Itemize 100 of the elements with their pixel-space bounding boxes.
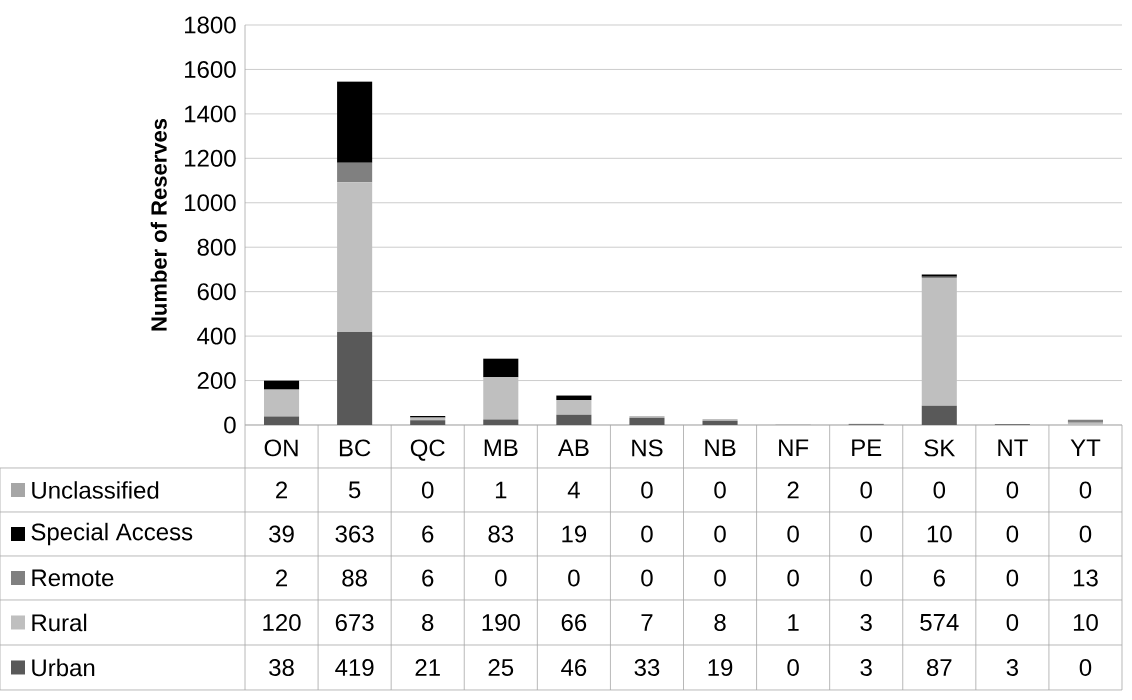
data-label: 0 <box>1006 569 1019 587</box>
data-label: 87 <box>926 659 952 676</box>
data-label: 10 <box>1073 614 1098 631</box>
bar <box>264 416 300 425</box>
bar <box>264 380 300 390</box>
bar <box>337 82 373 163</box>
bar <box>556 400 592 415</box>
data-label: 21 <box>415 659 440 676</box>
data-label: 19 <box>562 525 587 543</box>
data-label: 0 <box>1079 659 1092 676</box>
data-label: 3 <box>1006 659 1018 676</box>
data-label: 0 <box>1079 481 1092 499</box>
y-tick-label: 200 <box>197 372 236 390</box>
legend-label: Special Access <box>31 522 193 546</box>
data-label: 0 <box>860 481 872 499</box>
data-label: 13 <box>1073 569 1098 587</box>
data-label: 2 <box>787 481 799 499</box>
data-label: 363 <box>335 525 374 543</box>
x-tick-label: BC <box>339 439 371 457</box>
x-tick-label: AB <box>557 439 589 456</box>
bar <box>629 417 665 425</box>
data-label: 0 <box>1079 525 1092 543</box>
y-tick-label: 0 <box>224 416 236 434</box>
bar <box>556 414 592 425</box>
data-label: 0 <box>787 569 799 587</box>
data-label: 33 <box>634 659 660 676</box>
data-label: 3 <box>860 614 872 631</box>
data-label: 38 <box>269 659 294 676</box>
y-tick-label: 1800 <box>185 16 236 34</box>
bar <box>264 389 300 417</box>
data-label: 190 <box>482 614 520 631</box>
data-label: 2 <box>276 481 288 499</box>
data-label: 25 <box>488 659 514 676</box>
data-label: 10 <box>927 525 952 543</box>
x-tick-label: NT <box>998 439 1028 456</box>
y-tick-label: 1000 <box>185 194 236 212</box>
y-tick-label: 600 <box>197 283 236 301</box>
data-label: 2 <box>276 569 288 587</box>
data-label: 1 <box>788 614 799 631</box>
data-label: 39 <box>269 525 294 543</box>
data-label: 6 <box>422 525 434 543</box>
x-tick-label: YT <box>1070 439 1101 456</box>
data-label: 0 <box>495 569 507 587</box>
data-label: 0 <box>787 659 799 676</box>
data-label: 0 <box>933 481 946 499</box>
x-tick-label: NB <box>705 439 736 456</box>
x-tick-label: MB <box>484 439 518 456</box>
data-label: 0 <box>787 525 799 543</box>
bar <box>337 182 373 332</box>
data-label: 5 <box>348 481 361 499</box>
y-tick-label: 1200 <box>185 149 236 167</box>
data-label: 0 <box>860 569 872 587</box>
data-label: 0 <box>1006 614 1019 631</box>
data-label: 0 <box>1006 481 1019 499</box>
data-label: 419 <box>335 659 374 676</box>
bar <box>483 419 519 425</box>
bar <box>337 162 373 183</box>
y-tick-label: 400 <box>197 327 236 345</box>
data-label: 88 <box>342 569 367 587</box>
data-label: 3 <box>860 659 872 676</box>
bar <box>483 377 519 420</box>
data-label: 0 <box>714 525 726 543</box>
legend-label: Unclassified <box>32 481 159 499</box>
y-tick-label: 1600 <box>185 60 236 78</box>
data-label: 0 <box>714 481 726 499</box>
y-tick-label: 1400 <box>185 105 236 123</box>
bar <box>702 420 738 425</box>
data-label: 66 <box>561 614 587 631</box>
legend-label: Rural <box>32 613 87 632</box>
x-tick-label: QC <box>410 439 445 461</box>
x-tick-label: SK <box>924 439 956 457</box>
x-tick-label: PE <box>852 439 882 456</box>
legend-label: Remote <box>32 569 114 587</box>
data-label: 0 <box>860 525 872 543</box>
data-label: 120 <box>263 614 301 631</box>
bar <box>483 358 519 378</box>
data-label: 0 <box>714 569 726 587</box>
data-label: 6 <box>422 569 434 587</box>
data-label: 0 <box>568 569 580 587</box>
data-label: 0 <box>641 525 653 543</box>
data-label: 19 <box>708 659 733 676</box>
data-label: 7 <box>641 614 653 631</box>
data-label: 673 <box>335 614 374 631</box>
data-label: 4 <box>567 481 580 499</box>
bar <box>556 395 592 401</box>
data-label: 574 <box>920 614 959 631</box>
data-label: 0 <box>641 569 653 587</box>
bar <box>921 405 957 425</box>
data-label: 6 <box>933 569 945 587</box>
bar <box>337 331 373 425</box>
x-tick-label: NS <box>632 439 663 457</box>
y-tick-label: 800 <box>197 238 236 256</box>
data-label: 0 <box>421 481 434 499</box>
bar <box>410 420 446 425</box>
x-tick-label: ON <box>264 439 298 457</box>
bar <box>921 278 957 406</box>
data-label: 0 <box>1006 525 1019 543</box>
data-label: 1 <box>495 481 507 499</box>
legend-label: Urban <box>32 658 95 677</box>
data-label: 83 <box>488 525 514 543</box>
